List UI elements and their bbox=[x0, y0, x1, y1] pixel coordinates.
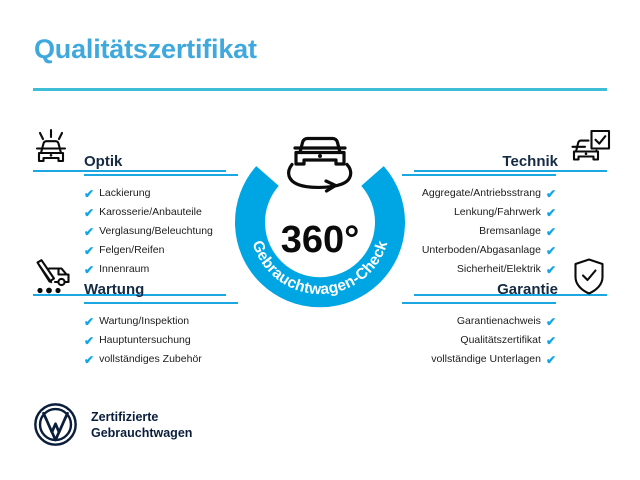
section-optik-title: Optik bbox=[84, 153, 123, 170]
list-item: ✔ Sicherheit/Elektrik bbox=[402, 260, 612, 279]
list-item: ✔ Felgen/Reifen bbox=[28, 241, 238, 260]
list-item-label: Lenkung/Fahrwerk bbox=[453, 206, 541, 219]
list-item-label: Felgen/Reifen bbox=[99, 244, 165, 257]
section-optik: Optik ✔ Lackierung ✔ Karosserie/Anbautei… bbox=[28, 128, 238, 279]
page-title: Qualitätszertifikat bbox=[34, 34, 257, 64]
title-divider bbox=[33, 88, 607, 91]
check-icon: ✔ bbox=[84, 333, 95, 348]
shield-check-icon bbox=[566, 256, 612, 298]
check-icon: ✔ bbox=[84, 262, 95, 277]
section-garantie-header: Garantie bbox=[402, 256, 612, 300]
list-item: ✔ Verglasung/Beleuchtung bbox=[28, 222, 238, 241]
list-item-label: Verglasung/Beleuchtung bbox=[99, 225, 213, 238]
section-technik-divider bbox=[402, 174, 556, 176]
list-item-label: Garantienachweis bbox=[456, 315, 541, 328]
row-divider-top-right bbox=[414, 170, 607, 172]
list-item: ✔ Wartung/Inspektion bbox=[28, 312, 238, 331]
row-divider-top-left bbox=[33, 170, 226, 172]
section-technik-title: Technik bbox=[502, 153, 558, 170]
list-item-label: vollständiges Zubehör bbox=[99, 353, 202, 366]
list-item: ✔ Lenkung/Fahrwerk bbox=[402, 203, 612, 222]
car-checkbox-icon bbox=[566, 128, 612, 170]
list-item: ✔ Garantienachweis bbox=[402, 312, 612, 331]
section-optik-list: ✔ Lackierung ✔ Karosserie/Anbauteile ✔ V… bbox=[28, 176, 238, 279]
badge-360-gebrauchtwagen-check: 360° Gebrauchtwagen-Check bbox=[226, 120, 414, 320]
footer-brand-lockup: Zertifizierte Gebrauchtwagen bbox=[33, 402, 192, 447]
car-shine-icon bbox=[28, 128, 74, 170]
section-wartung-divider bbox=[84, 302, 238, 304]
section-garantie-list: ✔ Garantienachweis ✔ Qualitätszertifikat… bbox=[402, 304, 612, 369]
section-garantie-title: Garantie bbox=[497, 281, 558, 298]
check-icon: ✔ bbox=[545, 186, 556, 201]
list-item-label: Wartung/Inspektion bbox=[99, 315, 190, 328]
section-wartung-header: Wartung bbox=[28, 256, 238, 300]
list-item-label: Innenraum bbox=[99, 263, 150, 276]
section-wartung-list: ✔ Wartung/Inspektion ✔ Hauptuntersuchung… bbox=[28, 304, 238, 369]
check-icon: ✔ bbox=[84, 352, 95, 367]
list-item-label: Unterboden/Abgasanlage bbox=[421, 244, 541, 257]
list-item-label: Bremsanlage bbox=[479, 225, 541, 238]
check-icon: ✔ bbox=[545, 262, 556, 277]
check-icon: ✔ bbox=[545, 352, 556, 367]
row-divider-bottom-right bbox=[414, 294, 607, 296]
list-item-label: Hauptuntersuchung bbox=[99, 334, 191, 347]
list-item-label: Qualitätszertifikat bbox=[460, 334, 541, 347]
check-icon: ✔ bbox=[84, 224, 95, 239]
list-item-label: Lackierung bbox=[99, 187, 151, 200]
section-garantie: Garantie ✔ Garantienachweis ✔ Qualitätsz… bbox=[402, 256, 612, 369]
check-icon: ✔ bbox=[545, 333, 556, 348]
list-item-label: Aggregate/Antriebsstrang bbox=[421, 187, 541, 200]
check-icon: ✔ bbox=[545, 243, 556, 258]
section-garantie-divider bbox=[402, 302, 556, 304]
section-technik-header: Technik bbox=[402, 128, 612, 172]
section-wartung: Wartung ✔ Wartung/Inspektion ✔ Hauptunte… bbox=[28, 256, 238, 369]
list-item: ✔ Karosserie/Anbauteile bbox=[28, 203, 238, 222]
section-wartung-title: Wartung bbox=[84, 281, 145, 298]
footer-line-1: Zertifizierte bbox=[91, 409, 159, 424]
list-item: ✔ Hauptuntersuchung bbox=[28, 331, 238, 350]
check-icon: ✔ bbox=[84, 205, 95, 220]
check-icon: ✔ bbox=[545, 224, 556, 239]
check-icon: ✔ bbox=[84, 186, 95, 201]
list-item: ✔ Innenraum bbox=[28, 260, 238, 279]
section-technik-list: ✔ Aggregate/Antriebsstrang ✔ Lenkung/Fah… bbox=[402, 176, 612, 279]
list-item: ✔ Qualitätszertifikat bbox=[402, 331, 612, 350]
section-optik-header: Optik bbox=[28, 128, 238, 172]
list-item: ✔ Bremsanlage bbox=[402, 222, 612, 241]
list-item-label: vollständige Unterlagen bbox=[431, 353, 541, 366]
footer-text: Zertifizierte Gebrauchtwagen bbox=[91, 409, 192, 441]
list-item-label: Karosserie/Anbauteile bbox=[99, 206, 202, 219]
footer-line-2: Gebrauchtwagen bbox=[91, 425, 193, 440]
list-item: ✔ Aggregate/Antriebsstrang bbox=[402, 184, 612, 203]
check-icon: ✔ bbox=[545, 314, 556, 329]
list-item: ✔ Unterboden/Abgasanlage bbox=[402, 241, 612, 260]
list-item: ✔ Lackierung bbox=[28, 184, 238, 203]
list-item-label: Sicherheit/Elektrik bbox=[456, 263, 541, 276]
badge-degrees-label: 360° bbox=[281, 219, 360, 261]
car-service-pen-icon bbox=[28, 256, 74, 298]
section-technik: Technik ✔ Aggregate/Antriebsstrang ✔ Len… bbox=[402, 128, 612, 279]
check-icon: ✔ bbox=[84, 243, 95, 258]
list-item: ✔ vollständige Unterlagen bbox=[402, 350, 612, 369]
check-icon: ✔ bbox=[545, 205, 556, 220]
list-item: ✔ vollständiges Zubehör bbox=[28, 350, 238, 369]
check-icon: ✔ bbox=[84, 314, 95, 329]
volkswagen-logo bbox=[33, 402, 78, 447]
row-divider-bottom-left bbox=[33, 294, 226, 296]
section-optik-divider bbox=[84, 174, 238, 176]
